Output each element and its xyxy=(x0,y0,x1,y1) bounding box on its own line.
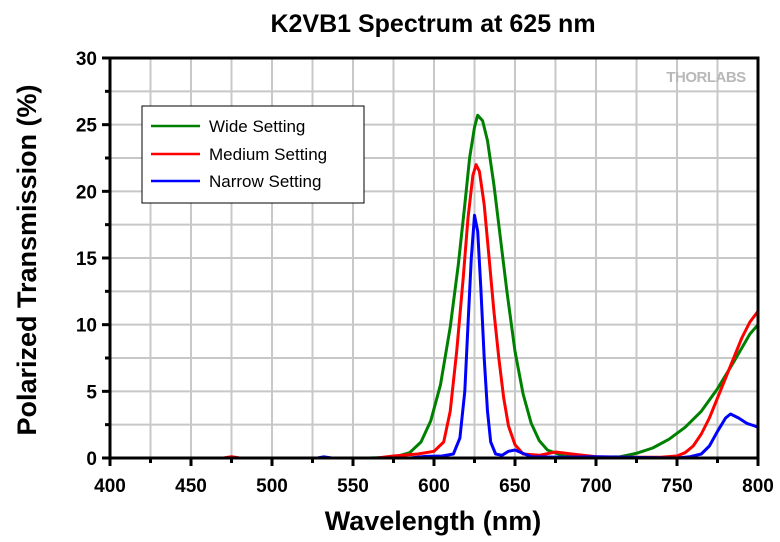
y-tick-label: 0 xyxy=(86,449,97,470)
x-tick-label: 650 xyxy=(499,476,531,497)
y-tick-label: 30 xyxy=(76,49,97,70)
x-tick-label: 500 xyxy=(256,476,288,497)
axes xyxy=(102,56,760,466)
y-tick-label: 20 xyxy=(76,182,97,203)
legend-label-narrow: Narrow Setting xyxy=(209,172,321,191)
x-tick-label: 550 xyxy=(337,476,369,497)
y-tick-label: 15 xyxy=(76,249,98,270)
legend-label-wide: Wide Setting xyxy=(209,117,305,136)
series-lines xyxy=(110,113,760,460)
x-tick-label: 450 xyxy=(175,476,207,497)
chart-title: K2VB1 Spectrum at 625 nm xyxy=(270,10,595,38)
x-tick-label: 600 xyxy=(418,476,450,497)
tick-labels: 400 450 500 550 600 650 700 750 800 0 5 10 15 20 25 30 xyxy=(76,49,774,497)
legend-label-medium: Medium Setting xyxy=(209,145,327,164)
y-axis-title: Polarized Transmission (%) xyxy=(12,84,42,435)
series-line-narrow-setting xyxy=(110,213,759,460)
series-line-medium-setting xyxy=(110,163,760,460)
x-tick-label: 700 xyxy=(580,476,612,497)
legend: Wide Setting Medium Setting Narrow Setti… xyxy=(141,105,365,204)
thorlabs-watermark: THORLABS xyxy=(666,69,746,86)
y-tick-label: 25 xyxy=(76,116,98,137)
y-tick-label: 5 xyxy=(86,382,97,403)
series-line-wide-setting xyxy=(110,113,760,460)
x-tick-label: 400 xyxy=(94,476,126,497)
x-tick-label: 750 xyxy=(661,476,693,497)
y-tick-label: 10 xyxy=(76,316,97,337)
x-axis-title: Wavelength (nm) xyxy=(325,506,542,536)
x-tick-label: 800 xyxy=(742,476,774,497)
